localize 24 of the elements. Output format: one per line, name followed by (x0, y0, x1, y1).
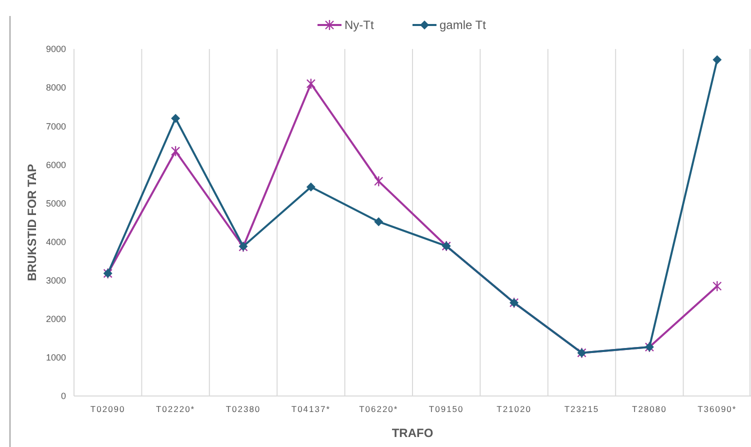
y-tick-label: 4000 (46, 236, 66, 247)
x-tick-label: T06220* (359, 404, 398, 414)
y-tick-label: 8000 (46, 82, 66, 93)
y-tick-label: 3000 (46, 275, 66, 286)
y-tick-label: 7000 (46, 121, 66, 132)
y-axis-title: BRUKSTID FOR TAP (25, 164, 39, 282)
y-tick-label: 6000 (46, 160, 66, 170)
legend-label: gamle Tt (440, 18, 487, 32)
x-tick-label: T21020 (496, 404, 532, 414)
x-tick-label: T23215 (564, 404, 600, 414)
x-tick-label: T02090 (90, 404, 126, 414)
x-tick-label: T09150 (428, 404, 464, 414)
y-tick-label: 1000 (46, 352, 66, 363)
x-tick-label: T02380 (226, 404, 261, 414)
x-tick-label: T04137* (291, 404, 331, 414)
x-axis-title: TRAFO (392, 426, 434, 440)
y-tick-label: 5000 (46, 198, 66, 208)
x-tick-label: T02220* (156, 404, 196, 414)
y-tick-label: 2000 (46, 314, 66, 324)
legend-label: Ny-Tt (344, 18, 374, 32)
y-tick-label: 0 (60, 391, 66, 402)
y-tick-label: 9000 (46, 44, 66, 54)
x-tick-label: T36090* (698, 404, 737, 414)
x-tick-label: T28080 (632, 404, 667, 414)
